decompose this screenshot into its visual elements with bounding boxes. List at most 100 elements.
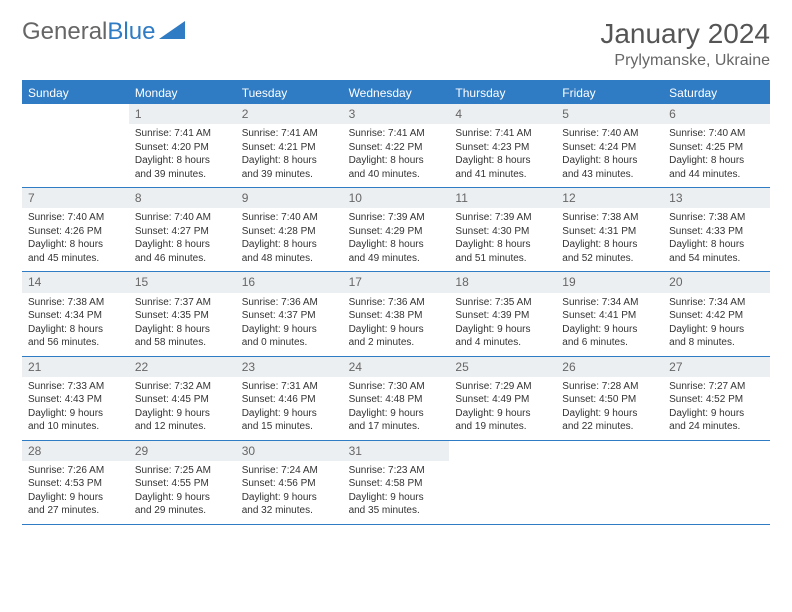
day-number: 23 [236,357,343,377]
cell-line: Sunset: 4:50 PM [562,393,657,407]
cell-body: Sunrise: 7:39 AMSunset: 4:30 PMDaylight:… [449,208,556,271]
cell-line: and 51 minutes. [455,252,550,266]
cell-line: Sunrise: 7:38 AM [669,211,764,225]
cell-line: and 48 minutes. [242,252,337,266]
day-number: 18 [449,272,556,292]
cell-line: and 54 minutes. [669,252,764,266]
cell-line: Sunrise: 7:33 AM [28,380,123,394]
cell-line: Sunset: 4:58 PM [349,477,444,491]
cell-line: Sunset: 4:52 PM [669,393,764,407]
cell-line: Sunrise: 7:36 AM [349,296,444,310]
cell-line: and 32 minutes. [242,504,337,518]
location-label: Prylymanske, Ukraine [600,52,770,70]
day-number: 3 [343,104,450,124]
cell-line: and 12 minutes. [135,420,230,434]
day-number: 28 [22,441,129,461]
cell-line: Daylight: 9 hours [242,407,337,421]
cell-line: Sunset: 4:46 PM [242,393,337,407]
cell-line: Daylight: 9 hours [28,491,123,505]
cell-line: Sunrise: 7:24 AM [242,464,337,478]
day-number: 17 [343,272,450,292]
day-number: 2 [236,104,343,124]
cell-line: Sunrise: 7:23 AM [349,464,444,478]
cell-line: Sunrise: 7:37 AM [135,296,230,310]
cell-line: Daylight: 8 hours [242,238,337,252]
cell-line: Sunset: 4:48 PM [349,393,444,407]
cell-line: Sunset: 4:22 PM [349,141,444,155]
calendar-cell: 14Sunrise: 7:38 AMSunset: 4:34 PMDayligh… [22,272,129,355]
calendar-cell: 19Sunrise: 7:34 AMSunset: 4:41 PMDayligh… [556,272,663,355]
cell-line: Sunset: 4:37 PM [242,309,337,323]
cell-line: Sunrise: 7:25 AM [135,464,230,478]
cell-line: and 56 minutes. [28,336,123,350]
day-number: 4 [449,104,556,124]
dayname-thursday: Thursday [449,82,556,104]
cell-line: Sunrise: 7:40 AM [242,211,337,225]
cell-line: Sunset: 4:23 PM [455,141,550,155]
calendar-cell: 8Sunrise: 7:40 AMSunset: 4:27 PMDaylight… [129,188,236,271]
cell-line: Daylight: 9 hours [455,323,550,337]
brand-part2: Blue [107,18,155,46]
page-header: GeneralBlue January 2024 Prylymanske, Uk… [22,18,770,70]
calendar-cell: 23Sunrise: 7:31 AMSunset: 4:46 PMDayligh… [236,357,343,440]
cell-body: Sunrise: 7:36 AMSunset: 4:37 PMDaylight:… [236,293,343,356]
calendar-cell [449,441,556,524]
day-number: 5 [556,104,663,124]
cell-line: and 49 minutes. [349,252,444,266]
cell-line: and 24 minutes. [669,420,764,434]
cell-line: and 15 minutes. [242,420,337,434]
calendar-cell: 16Sunrise: 7:36 AMSunset: 4:37 PMDayligh… [236,272,343,355]
cell-line: Sunrise: 7:40 AM [562,127,657,141]
dayname-monday: Monday [129,82,236,104]
calendar-cell: 22Sunrise: 7:32 AMSunset: 4:45 PMDayligh… [129,357,236,440]
cell-line: Sunrise: 7:40 AM [669,127,764,141]
calendar-grid: Sunday Monday Tuesday Wednesday Thursday… [22,80,770,525]
cell-body [663,445,770,454]
cell-line: and 2 minutes. [349,336,444,350]
cell-line: and 4 minutes. [455,336,550,350]
calendar-cell: 24Sunrise: 7:30 AMSunset: 4:48 PMDayligh… [343,357,450,440]
cell-line: Sunrise: 7:41 AM [455,127,550,141]
day-number: 1 [129,104,236,124]
cell-line: Sunset: 4:42 PM [669,309,764,323]
calendar-cell [22,104,129,187]
cell-body: Sunrise: 7:38 AMSunset: 4:34 PMDaylight:… [22,293,129,356]
cell-line: Sunset: 4:34 PM [28,309,123,323]
cell-line: Sunrise: 7:41 AM [349,127,444,141]
day-number: 6 [663,104,770,124]
cell-line: Sunset: 4:55 PM [135,477,230,491]
calendar-cell: 3Sunrise: 7:41 AMSunset: 4:22 PMDaylight… [343,104,450,187]
cell-line: and 0 minutes. [242,336,337,350]
day-number: 10 [343,188,450,208]
calendar-cell: 7Sunrise: 7:40 AMSunset: 4:26 PMDaylight… [22,188,129,271]
cell-line: Sunrise: 7:27 AM [669,380,764,394]
weeks-container: 1Sunrise: 7:41 AMSunset: 4:20 PMDaylight… [22,104,770,525]
day-number: 14 [22,272,129,292]
cell-line: Sunset: 4:45 PM [135,393,230,407]
cell-body: Sunrise: 7:23 AMSunset: 4:58 PMDaylight:… [343,461,450,524]
cell-line: Sunrise: 7:40 AM [28,211,123,225]
day-number: 21 [22,357,129,377]
cell-line: and 41 minutes. [455,168,550,182]
dayname-sunday: Sunday [22,82,129,104]
calendar-cell: 27Sunrise: 7:27 AMSunset: 4:52 PMDayligh… [663,357,770,440]
day-number: 19 [556,272,663,292]
calendar-cell: 30Sunrise: 7:24 AMSunset: 4:56 PMDayligh… [236,441,343,524]
cell-line: Sunrise: 7:32 AM [135,380,230,394]
cell-line: Daylight: 9 hours [135,407,230,421]
calendar-week: 7Sunrise: 7:40 AMSunset: 4:26 PMDaylight… [22,188,770,272]
cell-line: Sunset: 4:28 PM [242,225,337,239]
cell-body: Sunrise: 7:32 AMSunset: 4:45 PMDaylight:… [129,377,236,440]
day-number: 20 [663,272,770,292]
cell-body: Sunrise: 7:33 AMSunset: 4:43 PMDaylight:… [22,377,129,440]
cell-line: Sunrise: 7:35 AM [455,296,550,310]
calendar-cell: 11Sunrise: 7:39 AMSunset: 4:30 PMDayligh… [449,188,556,271]
calendar-cell: 17Sunrise: 7:36 AMSunset: 4:38 PMDayligh… [343,272,450,355]
cell-line: Daylight: 9 hours [349,491,444,505]
cell-line: Daylight: 9 hours [669,407,764,421]
cell-line: Sunrise: 7:34 AM [669,296,764,310]
cell-body: Sunrise: 7:37 AMSunset: 4:35 PMDaylight:… [129,293,236,356]
cell-body [22,108,129,117]
cell-line: and 35 minutes. [349,504,444,518]
cell-line: Sunrise: 7:36 AM [242,296,337,310]
